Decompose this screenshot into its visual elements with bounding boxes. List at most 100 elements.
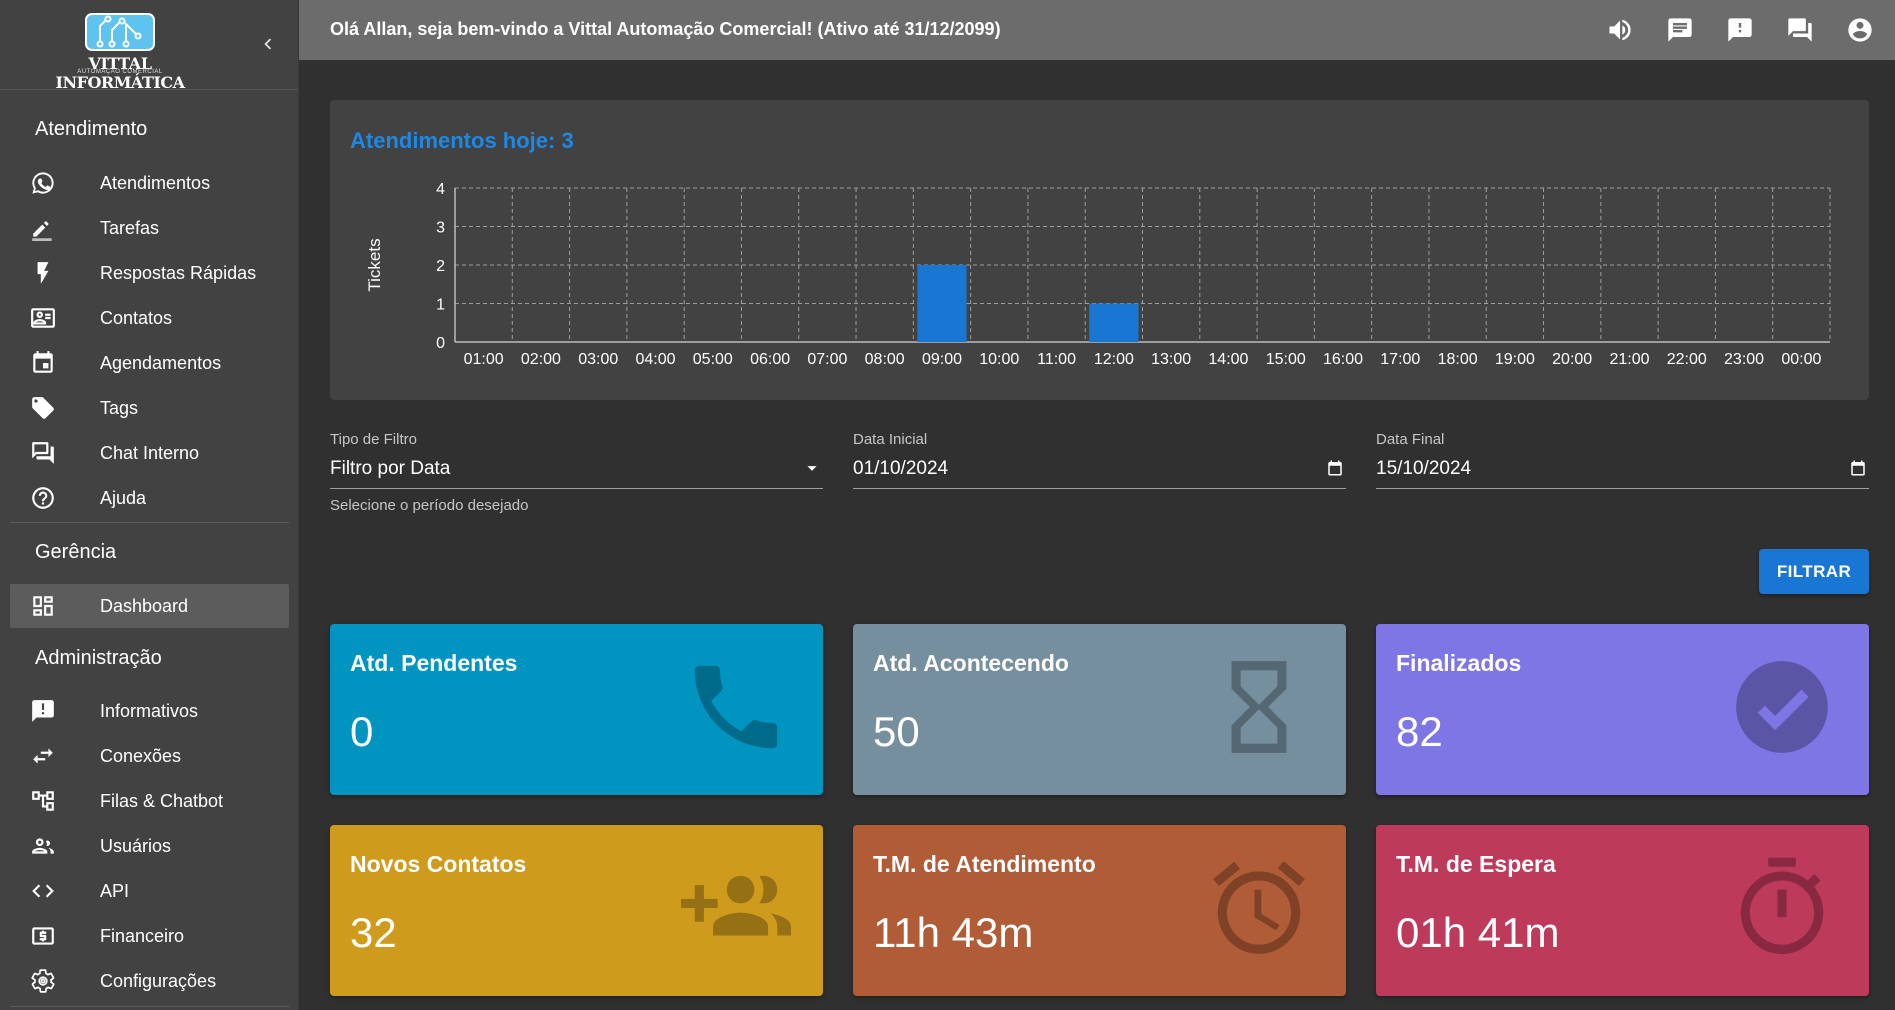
chart-card: Atendimentos hoje: 3 0 1 2 3 4 01:00 02:00 03:0… bbox=[330, 100, 1869, 400]
section-title-administracao: Administração bbox=[35, 647, 162, 669]
tag-icon bbox=[30, 395, 56, 421]
chat-button[interactable] bbox=[1786, 16, 1814, 44]
sidebar-item-tags[interactable]: Tags bbox=[10, 386, 289, 430]
sidebar-item-label: Dashboard bbox=[100, 596, 189, 616]
sidebar: VITTAL INFORMÁTICA AUTOMAÇÃO COMERCIAL A… bbox=[0, 0, 299, 1010]
sidebar-item-atendimentos[interactable]: Atendimentos bbox=[10, 161, 289, 205]
account-tree-icon bbox=[30, 788, 56, 814]
calendar-icon bbox=[30, 350, 56, 376]
stat-value: 32 bbox=[350, 909, 397, 956]
stat-title: T.M. de Espera bbox=[1396, 851, 1556, 877]
x-tick-label: 14:00 bbox=[1208, 351, 1248, 368]
calendar-icon bbox=[1328, 460, 1342, 476]
x-tick-label: 16:00 bbox=[1323, 351, 1363, 368]
y-axis-label: Tickets bbox=[365, 238, 384, 291]
sidebar-item-filas-chatbot[interactable]: Filas & Chatbot bbox=[10, 779, 289, 823]
account-circle-icon bbox=[1848, 18, 1872, 42]
x-tick-label: 08:00 bbox=[865, 351, 905, 368]
sidebar-item-contatos[interactable]: Contatos bbox=[10, 296, 289, 340]
sidebar-item-ajuda[interactable]: Ajuda bbox=[10, 476, 289, 520]
stat-card-tm-espera: T.M. de Espera 01h 41m bbox=[1376, 825, 1869, 996]
chat-icon bbox=[1788, 18, 1812, 42]
sidebar-item-informativos[interactable]: Informativos bbox=[10, 689, 289, 733]
end-date-value: 15/10/2024 bbox=[1376, 458, 1472, 479]
start-date-label: Data Inicial bbox=[853, 431, 928, 448]
logo-subtext: AUTOMAÇÃO COMERCIAL bbox=[77, 69, 163, 75]
stat-value: 11h 43m bbox=[873, 909, 1034, 956]
end-date-picker-button[interactable] bbox=[1847, 457, 1869, 479]
sidebar-item-api[interactable]: API bbox=[10, 869, 289, 913]
stat-value: 0 bbox=[350, 708, 374, 755]
x-tick-label: 01:00 bbox=[464, 351, 504, 368]
chart-title: Atendimentos hoje: 3 bbox=[350, 128, 574, 153]
sidebar-item-usuarios[interactable]: Usuários bbox=[10, 824, 289, 868]
end-date-label: Data Final bbox=[1376, 431, 1445, 448]
stat-card-finalizados: Finalizados 82 bbox=[1376, 624, 1869, 795]
start-date-value: 01/10/2024 bbox=[853, 458, 949, 479]
end-date-field[interactable]: Data Final 15/10/2024 bbox=[1376, 430, 1869, 490]
top-bar: Olá Allan, seja bem-vindo a Vittal Autom… bbox=[299, 0, 1895, 60]
x-tick-label: 06:00 bbox=[750, 351, 790, 368]
phone-icon bbox=[694, 665, 778, 749]
sidebar-item-financeiro[interactable]: Financeiro bbox=[10, 914, 289, 958]
messages-button[interactable] bbox=[1666, 16, 1694, 44]
sidebar-item-label: Ajuda bbox=[100, 488, 147, 508]
group-add-icon bbox=[681, 875, 791, 936]
dashboard-icon bbox=[30, 593, 56, 619]
sidebar-item-configuracoes[interactable]: Configurações bbox=[10, 959, 289, 1003]
stat-title: T.M. de Atendimento bbox=[873, 851, 1096, 877]
announcement-icon bbox=[30, 698, 56, 724]
sidebar-item-label: API bbox=[100, 881, 130, 901]
x-tick-label: 05:00 bbox=[693, 351, 733, 368]
sidebar-item-label: Filas & Chatbot bbox=[100, 791, 224, 811]
x-tick-label: 23:00 bbox=[1724, 351, 1764, 368]
start-date-field[interactable]: Data Inicial 01/10/2024 bbox=[853, 430, 1346, 490]
x-tick-label: 02:00 bbox=[521, 351, 561, 368]
sidebar-item-dashboard[interactable]: Dashboard bbox=[10, 584, 289, 628]
sidebar-item-label: Informativos bbox=[100, 701, 199, 721]
announcements-button[interactable] bbox=[1726, 16, 1754, 44]
swap-icon bbox=[30, 743, 56, 769]
tickets-bar-chart: 0 1 2 3 4 01:00 02:00 03:00 04:00 05:00 06:00 07:00… bbox=[365, 181, 1831, 368]
section-title-atendimento: Atendimento bbox=[35, 118, 148, 140]
x-tick-label: 00:00 bbox=[1781, 351, 1821, 368]
contact-card-icon bbox=[30, 305, 56, 331]
x-tick-label: 11:00 bbox=[1037, 351, 1076, 368]
hourglass-icon bbox=[1231, 661, 1287, 753]
welcome-message: Olá Allan, seja bem-vindo a Vittal Autom… bbox=[330, 19, 1001, 39]
sidebar-item-chat-interno[interactable]: Chat Interno bbox=[10, 431, 289, 475]
volume-button[interactable] bbox=[1606, 16, 1634, 44]
stat-title: Novos Contatos bbox=[350, 851, 527, 877]
y-tick-label: 4 bbox=[436, 181, 445, 198]
field-underline bbox=[853, 488, 1346, 489]
money-icon bbox=[30, 923, 56, 949]
sidebar-item-label: Tags bbox=[100, 398, 139, 418]
x-tick-label: 10:00 bbox=[979, 351, 1019, 368]
y-tick-label: 3 bbox=[436, 220, 445, 237]
sidebar-item-conexoes[interactable]: Conexões bbox=[10, 734, 289, 778]
filter-type-select[interactable]: Tipo de Filtro Filtro por Data bbox=[330, 430, 823, 490]
start-date-picker-button[interactable] bbox=[1324, 457, 1346, 479]
x-tick-label: 21:00 bbox=[1609, 351, 1649, 368]
divider bbox=[10, 1006, 289, 1007]
collapse-sidebar-button[interactable] bbox=[256, 32, 280, 56]
timer-icon bbox=[1740, 857, 1824, 955]
filter-helper-text: Selecione o período desejado bbox=[330, 497, 529, 514]
sidebar-item-agendamentos[interactable]: Agendamentos bbox=[10, 341, 289, 385]
sidebar-item-label: Tarefas bbox=[100, 218, 160, 238]
help-icon bbox=[30, 485, 56, 511]
chevron-left-icon bbox=[264, 38, 272, 50]
bolt-icon bbox=[30, 260, 56, 286]
dropdown-button[interactable] bbox=[801, 457, 823, 479]
sidebar-item-respostas-rapidas[interactable]: Respostas Rápidas bbox=[10, 251, 289, 295]
x-tick-label: 17:00 bbox=[1380, 351, 1420, 368]
stat-card-acontecendo: Atd. Acontecendo 50 bbox=[853, 624, 1346, 795]
x-tick-label: 20:00 bbox=[1552, 351, 1592, 368]
sidebar-item-label: Contatos bbox=[100, 308, 173, 328]
sidebar-item-label: Respostas Rápidas bbox=[100, 263, 257, 283]
account-button[interactable] bbox=[1846, 16, 1874, 44]
x-tick-label: 09:00 bbox=[922, 351, 962, 368]
x-tick-label: 18:00 bbox=[1438, 351, 1478, 368]
filter-button[interactable]: FILTRAR bbox=[1759, 549, 1869, 594]
sidebar-item-tarefas[interactable]: Tarefas bbox=[10, 206, 289, 250]
